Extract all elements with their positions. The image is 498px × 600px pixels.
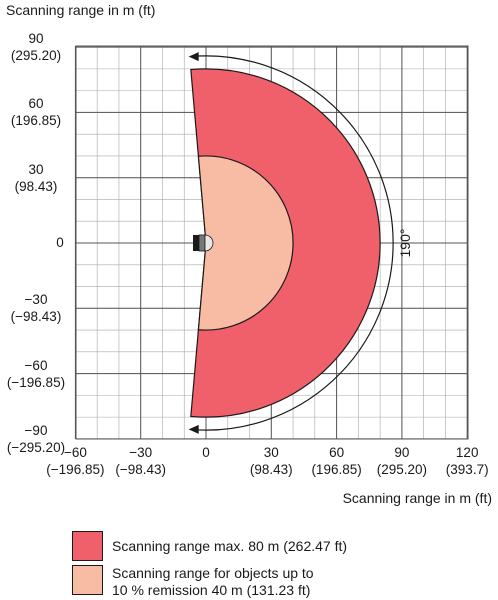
x-tick-label-ft: (196.85): [311, 462, 362, 477]
legend-swatch-max-range: [72, 531, 103, 561]
y-tick-label: −30: [24, 292, 48, 308]
legend-label-remission-range-line2: 10 % remission 40 m (131.23 ft): [112, 582, 311, 598]
y-tick-label: 90: [28, 31, 44, 47]
x-tick-label-ft: (−98.43): [115, 462, 167, 477]
x-tick-label: −30: [129, 445, 153, 460]
y-tick-label-ft: (196.85): [10, 113, 62, 129]
y-tick-label: 60: [28, 96, 44, 112]
y-tick-label: −90: [24, 422, 48, 438]
scanning-range-diagram: 190°: [74, 45, 469, 440]
legend-swatch-remission-range: [72, 565, 103, 595]
arrow-head: [188, 424, 199, 434]
x-tick-label-ft: (295.20): [376, 462, 428, 477]
remission-range-area: [197, 155, 294, 331]
y-tick-label-ft: (−98.43): [10, 309, 62, 325]
x-tick-label: 90: [394, 445, 410, 460]
x-tick-label: 30: [263, 445, 279, 460]
arrow-head: [188, 52, 199, 62]
scanner-housing: [198, 234, 206, 252]
angle-arrow-heads: [188, 52, 199, 434]
x-axis-title: Scanning range in m (ft): [342, 490, 492, 506]
scanner-lens: [204, 234, 214, 252]
x-tick-label: 60: [329, 445, 345, 460]
y-tick-label: −60: [24, 357, 48, 373]
x-tick-label: −60: [63, 445, 87, 460]
x-tick-label: 0: [202, 445, 210, 460]
y-tick-label: 0: [56, 235, 64, 250]
x-tick-label-ft: (393.7): [445, 462, 489, 477]
y-tick-label-ft: (98.43): [14, 178, 58, 194]
legend-label-max-range: Scanning range max. 80 m (262.47 ft): [112, 538, 348, 554]
x-tick-label: 120: [455, 445, 479, 460]
scanner-body: [193, 235, 199, 251]
angle-label: 190°: [397, 229, 413, 258]
angle-arc: [189, 55, 394, 431]
y-axis-title: Scanning range in m (ft): [6, 2, 156, 18]
y-tick-label-ft: (−295.20): [6, 439, 66, 455]
plot-frame: [75, 45, 469, 440]
y-tick-label: 30: [28, 161, 44, 177]
x-tick-label-ft: (−196.85): [46, 462, 105, 477]
legend-label-remission-range-line1: Scanning range for objects up to: [112, 565, 314, 581]
x-tick-label-ft: (98.43): [249, 462, 293, 477]
scanner-icon: [193, 234, 214, 252]
y-tick-label-ft: (−196.85): [6, 374, 66, 390]
y-tick-label-ft: (295.20): [10, 48, 62, 64]
